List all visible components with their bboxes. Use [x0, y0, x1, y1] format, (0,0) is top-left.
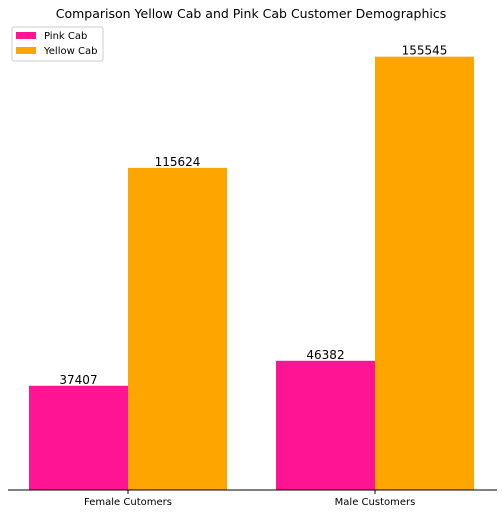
- bar-pink-cab-2: [276, 360, 375, 490]
- legend-swatch-yellow-cab: [16, 47, 36, 54]
- data-labels-group: 37407 115624 46382 155545: [59, 44, 447, 387]
- legend-swatch-pink-cab: [16, 32, 36, 39]
- bar-pink-cab-1: [29, 385, 128, 490]
- legend: Pink Cab Yellow Cab: [11, 26, 104, 62]
- data-label-yellow-cab-2: 155545: [402, 44, 448, 58]
- bar-yellow-cab-2: [375, 56, 474, 490]
- legend-label-pink-cab: Pink Cab: [44, 31, 87, 42]
- chart-title: Comparison Yellow Cab and Pink Cab Custo…: [56, 6, 447, 21]
- x-ticks-group: Female Cutomers Male Customers: [84, 490, 415, 508]
- bars-group: [29, 56, 474, 491]
- x-tick-label: Male Customers: [335, 497, 416, 508]
- data-label-pink-cab-2: 46382: [306, 348, 344, 362]
- legend-label-yellow-cab: Yellow Cab: [43, 46, 97, 57]
- data-label-pink-cab-1: 37407: [59, 373, 97, 387]
- bar-yellow-cab-1: [128, 167, 227, 491]
- x-tick-label: Female Cutomers: [84, 497, 172, 508]
- data-label-yellow-cab-1: 115624: [155, 155, 201, 169]
